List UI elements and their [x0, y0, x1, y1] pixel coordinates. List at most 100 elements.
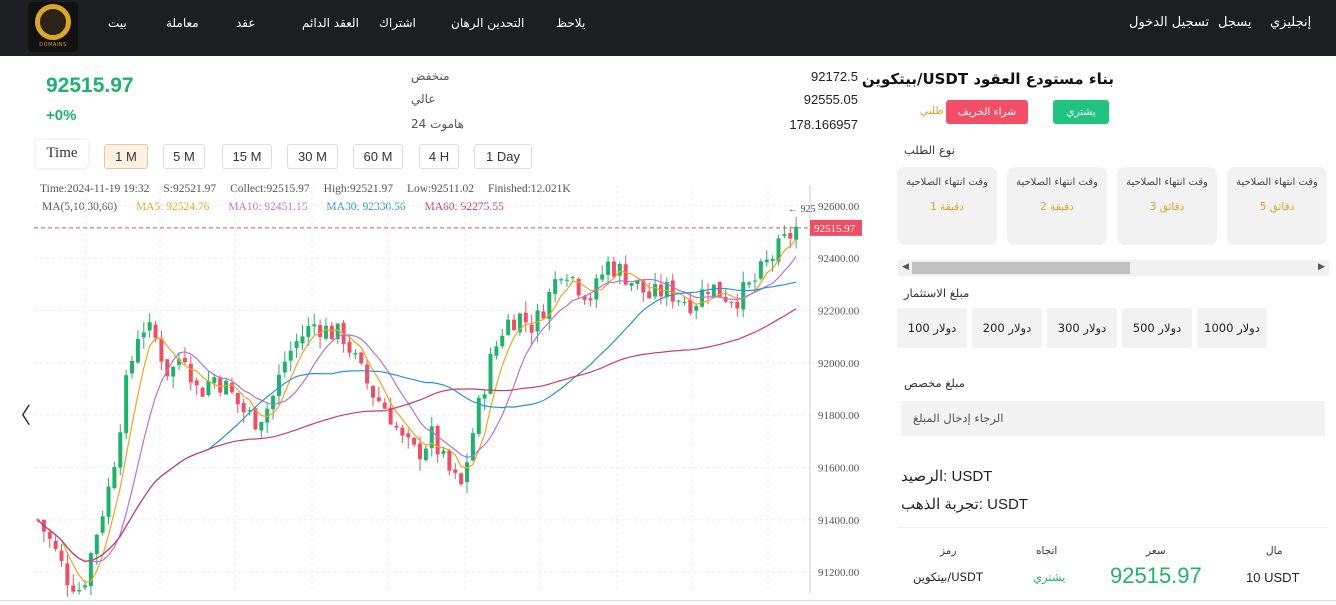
my-orders-link[interactable]: طلبي [920, 105, 944, 117]
candle [300, 336, 305, 344]
candle [47, 532, 52, 539]
candle [453, 469, 458, 473]
candle [494, 346, 499, 356]
summary-direction: يشتري [1033, 570, 1066, 584]
tab-1m[interactable]: 1 M [104, 144, 148, 169]
candle [647, 291, 652, 299]
candle [476, 397, 481, 434]
candle [147, 322, 152, 331]
candle [465, 462, 470, 483]
tab-60m[interactable]: 60 M [353, 144, 403, 169]
candle [418, 443, 422, 460]
tab-time[interactable]: Time [36, 140, 88, 168]
candle [100, 516, 105, 533]
candle [229, 383, 234, 393]
candle [124, 375, 129, 434]
amount-option[interactable]: 200 دولار [972, 308, 1042, 348]
candle [212, 377, 217, 384]
nav-contract[interactable]: عقد [236, 16, 256, 30]
amount-option[interactable]: 500 دولار [1122, 308, 1192, 348]
price-change: +0% [46, 107, 77, 124]
candle [218, 378, 223, 393]
candle [629, 283, 634, 286]
candle [623, 264, 628, 285]
candle [482, 394, 487, 399]
candle [517, 313, 522, 333]
scroll-left-icon[interactable]: ◀ [902, 262, 909, 272]
candle [288, 350, 293, 361]
register-link[interactable]: يسجل [1218, 15, 1252, 30]
expiry-card[interactable]: وقت انتهاء الصلاحية 3 دقائق [1117, 167, 1217, 245]
nav-home[interactable]: بيت [108, 16, 127, 30]
candle [782, 234, 787, 236]
nav-trade[interactable]: معاملة [166, 16, 199, 30]
tab-4h[interactable]: 4 H [419, 144, 459, 169]
nav-subscribe[interactable]: اشتراك [379, 16, 416, 30]
y-tick-label: 92000.00 [818, 358, 860, 370]
candle [576, 278, 581, 296]
expiry-card[interactable]: وقت انتهاء الصلاحية 5 دقائق [1227, 167, 1327, 245]
candle [112, 467, 117, 489]
candle [247, 410, 252, 412]
candle [682, 302, 687, 304]
candle [559, 279, 564, 281]
site-logo[interactable]: DOMAINS [28, 2, 78, 52]
candle [200, 387, 205, 397]
y-tick-label: 91200.00 [818, 567, 860, 579]
tab-1day[interactable]: 1 Day [474, 144, 532, 169]
logo-text: DOMAINS [39, 42, 67, 48]
candle [764, 259, 769, 263]
chevron-left-icon[interactable]: 〈 [9, 404, 32, 429]
buy-button[interactable]: يشتري [1053, 100, 1109, 124]
language-switch[interactable]: إنجليزي [1270, 15, 1312, 30]
low-value: 92172.5 [811, 69, 858, 84]
candle [694, 306, 699, 311]
candle [611, 261, 616, 277]
candle [141, 332, 146, 338]
tab-15m[interactable]: 15 M [222, 144, 272, 169]
expiry-card[interactable]: وقت انتهاء الصلاحية 2 دقيقة [1007, 167, 1107, 245]
amount-option[interactable]: 300 دولار [1047, 308, 1117, 348]
candle [271, 395, 276, 410]
nav-staking[interactable]: التحدين الرهان [451, 16, 525, 30]
candle [177, 359, 182, 365]
custom-amount-input[interactable]: الرجاء إدخال المبلغ [901, 401, 1325, 436]
nav-notes[interactable]: يلاحظ [556, 16, 586, 30]
login-link[interactable]: تسجيل الدخول [1129, 15, 1210, 30]
nav-perpetual[interactable]: العقد الدائم [302, 16, 359, 30]
candle [653, 283, 658, 297]
tab-5m[interactable]: 5 M [163, 144, 205, 169]
candle [529, 324, 534, 333]
candle [171, 366, 176, 377]
scrollbar-thumb[interactable] [912, 262, 1130, 274]
candle [188, 363, 193, 383]
candle [65, 563, 70, 586]
candle [447, 450, 452, 471]
candle [329, 325, 334, 340]
low-label: منخفض [411, 69, 450, 83]
candle [159, 338, 164, 362]
y-tick-label: 92600.00 [818, 201, 860, 213]
candle [412, 437, 417, 445]
candle [735, 301, 740, 309]
scroll-right-icon[interactable]: ▶ [1318, 262, 1325, 272]
candle [194, 380, 199, 386]
amount-option[interactable]: 100 دولار [897, 308, 967, 348]
candle [335, 323, 340, 340]
candle [506, 319, 511, 335]
candle [318, 324, 323, 337]
candle [94, 534, 99, 554]
candle [512, 319, 517, 331]
sell-button[interactable]: شراء الخريف [946, 100, 1028, 124]
tab-30m[interactable]: 30 M [287, 144, 338, 169]
candle [700, 289, 705, 307]
candle [670, 280, 675, 302]
candle [606, 261, 611, 275]
candlestick-chart[interactable]: 92600.00 92400.00 92200.00 92000.00 91800.00… [0, 175, 878, 600]
expiry-card[interactable]: وقت انتهاء الصلاحية 1 دقيقة [897, 167, 997, 245]
candle [365, 364, 370, 384]
amount-option[interactable]: 1000 دولار [1197, 308, 1267, 348]
candle [182, 357, 187, 363]
candle [382, 402, 387, 409]
candle [118, 432, 123, 468]
